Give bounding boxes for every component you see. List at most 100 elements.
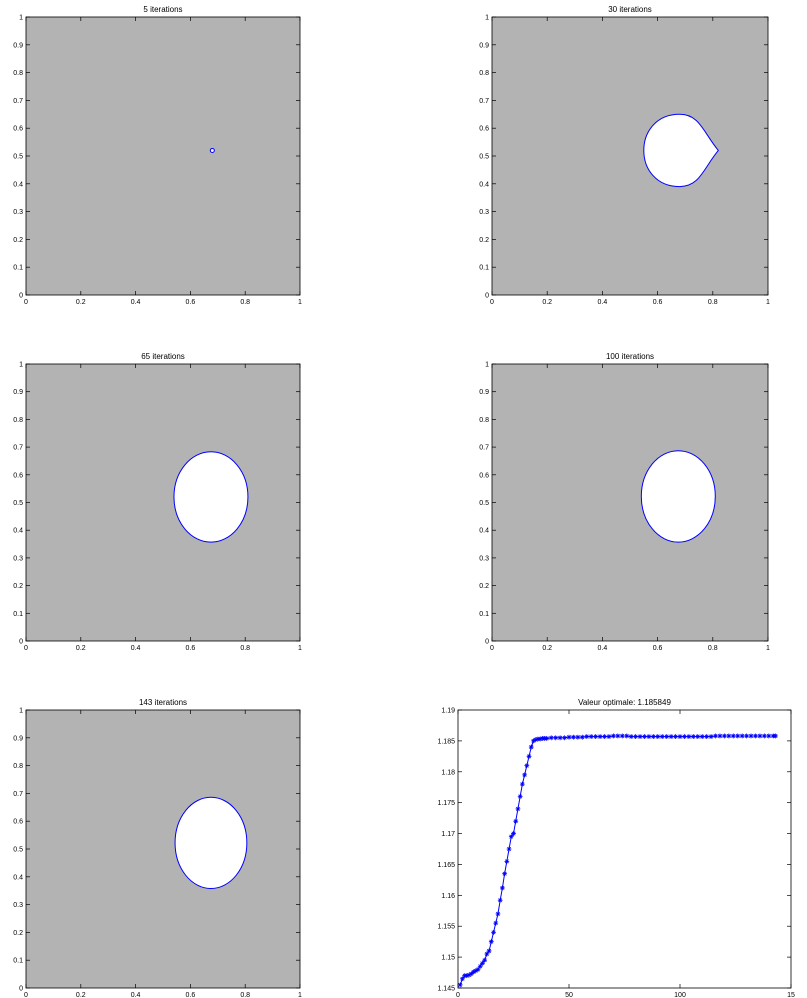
y-tick-label: 0 — [485, 639, 489, 646]
x-tick-label: 1 — [298, 299, 302, 306]
hole-contour — [643, 113, 719, 188]
y-tick-label: 0.5 — [13, 154, 23, 161]
data-point — [566, 734, 572, 740]
data-point — [735, 733, 741, 739]
x-tick-label: 1 — [298, 645, 302, 652]
data-point — [722, 733, 727, 739]
data-point — [460, 976, 465, 982]
data-point — [553, 735, 559, 741]
data-point — [668, 734, 674, 739]
data-point — [642, 734, 647, 739]
y-tick-label: 1 — [485, 362, 489, 369]
x-tick-label: 0.6 — [653, 645, 663, 652]
x-tick-label: 0.4 — [598, 645, 608, 652]
y-tick-label: 0.8 — [479, 70, 489, 77]
y-tick-label: 1 — [485, 15, 489, 22]
y-tick-label: 0.4 — [13, 874, 23, 881]
y-tick-label: 1.145 — [437, 986, 455, 993]
data-point — [593, 734, 599, 739]
data-point — [477, 963, 483, 969]
data-point — [533, 737, 539, 743]
data-point — [650, 734, 656, 739]
data-point — [606, 734, 612, 739]
x-tick-label: 0.2 — [76, 645, 86, 652]
y-tick-label: 0 — [19, 986, 23, 993]
subplot-5: 0 0.2 0.4 0.6 0.8 1 0 0.1 0.2 0.3 0.4 0.5 0.6 0.7 0.8 0… — [13, 698, 302, 998]
y-tick-label: 0.3 — [13, 209, 23, 216]
y-tick-label: 0.3 — [13, 555, 23, 562]
x-tick-label: 0 — [490, 645, 494, 652]
y-tick-label: 1 — [19, 708, 23, 715]
y-tick-label: 0 — [19, 293, 23, 300]
data-point — [602, 734, 607, 739]
data-point — [508, 834, 514, 840]
y-tick-label: 0.6 — [479, 472, 489, 479]
y-tick-label: 0.4 — [479, 528, 489, 535]
hole-contour — [640, 450, 716, 543]
y-tick-label: 0.7 — [13, 445, 23, 452]
data-point — [500, 885, 505, 891]
y-tick-label: 1.15 — [441, 955, 455, 962]
data-point — [726, 733, 732, 739]
x-tick-label: 0.2 — [542, 645, 552, 652]
y-tick-label: 0.2 — [13, 930, 23, 937]
x-tick-label: 0 — [24, 992, 28, 998]
chart-title: 65 iterations — [141, 352, 185, 361]
data-point — [730, 733, 736, 739]
x-tick-label: 15 — [787, 992, 795, 998]
y-tick-label: 0.5 — [13, 847, 23, 854]
data-point — [588, 734, 594, 739]
y-tick-label: 0.1 — [13, 265, 23, 272]
data-point — [624, 733, 630, 739]
y-tick-label: 0.3 — [479, 555, 489, 562]
data-point — [713, 733, 718, 739]
x-tick-label: 50 — [565, 992, 573, 998]
data-point — [486, 948, 492, 954]
data-point — [526, 753, 532, 759]
y-tick-label: 0.2 — [13, 237, 23, 244]
y-tick-label: 0.7 — [13, 98, 23, 105]
x-tick-label: 0.4 — [131, 299, 141, 306]
y-tick-label: 0.3 — [479, 209, 489, 216]
data-point — [471, 969, 476, 975]
y-tick-label: 0.6 — [13, 472, 23, 479]
data-point — [579, 734, 585, 740]
data-point — [548, 735, 554, 741]
y-tick-label: 0.2 — [479, 583, 489, 590]
subplot-1: 0 0.2 0.4 0.6 0.8 1 0 0.1 0.2 0.3 0.4 0.5 0.6 0.7 0.8 0… — [13, 5, 302, 306]
data-point — [464, 973, 470, 979]
y-tick-label: 0.8 — [13, 763, 23, 770]
y-tick-label: 1.175 — [437, 800, 455, 807]
y-tick-label: 1.16 — [441, 893, 455, 900]
y-tick-label: 0.8 — [479, 417, 489, 424]
y-tick-label: 0.7 — [13, 791, 23, 798]
x-tick-label: 1 — [766, 299, 770, 306]
data-point — [504, 858, 510, 864]
data-point — [515, 806, 521, 812]
y-tick-label: 1.19 — [441, 708, 455, 715]
x-tick-label: 0.6 — [186, 645, 196, 652]
data-point — [744, 733, 749, 739]
data-point — [511, 831, 516, 836]
x-tick-label: 1 — [766, 645, 770, 652]
data-point — [761, 733, 767, 739]
data-point — [708, 734, 714, 739]
chart-title: 5 iterations — [143, 5, 182, 14]
y-tick-label: 0.5 — [479, 500, 489, 507]
data-point — [611, 733, 616, 739]
y-tick-label: 0.9 — [479, 42, 489, 49]
y-tick-label: 0.1 — [13, 958, 23, 965]
x-tick-label: 0 — [24, 645, 28, 652]
domain-region — [492, 17, 768, 295]
y-tick-label: 0.5 — [13, 500, 23, 507]
y-tick-label: 0.9 — [13, 735, 23, 742]
y-tick-label: 0.9 — [13, 389, 23, 396]
data-point — [739, 733, 745, 739]
data-point — [637, 734, 643, 739]
x-tick-label: 0.4 — [131, 992, 141, 998]
x-tick-label: 0 — [456, 992, 460, 998]
chart-title: Valeur optimale: 1.185849 — [578, 698, 671, 707]
y-tick-label: 0.4 — [13, 181, 23, 188]
y-tick-label: 0.4 — [13, 528, 23, 535]
